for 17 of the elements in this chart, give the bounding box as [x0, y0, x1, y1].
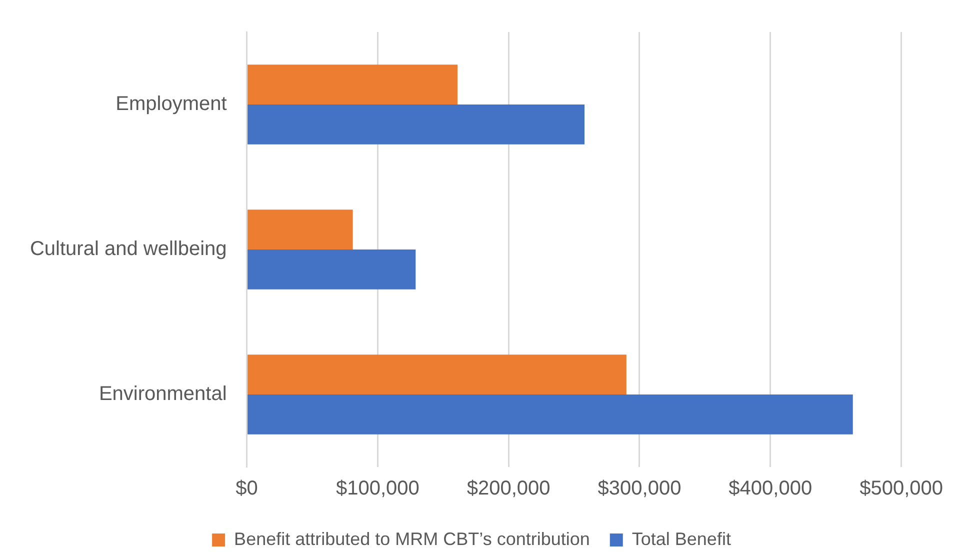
- bar: [248, 210, 353, 250]
- y-tick-label: Cultural and wellbeing: [30, 238, 227, 260]
- x-tick-label: $0: [236, 478, 258, 500]
- bar: [248, 64, 458, 104]
- x-tick-label: $100,000: [336, 478, 420, 500]
- bar: [248, 354, 626, 394]
- x-tick-label: $200,000: [466, 478, 550, 500]
- y-tick-label: Employment: [116, 93, 228, 116]
- bar: [248, 394, 853, 434]
- legend-label: Total Benefit: [632, 528, 731, 549]
- bar: [248, 104, 585, 144]
- x-tick-label: $400,000: [728, 478, 812, 500]
- legend-label: Benefit attributed to MRM CBT’s contribution: [234, 528, 590, 549]
- y-tick-label: Environmental: [98, 383, 227, 406]
- x-tick-label: $300,000: [598, 478, 682, 500]
- bar: [248, 250, 416, 290]
- x-tick-label: $500,000: [860, 478, 943, 500]
